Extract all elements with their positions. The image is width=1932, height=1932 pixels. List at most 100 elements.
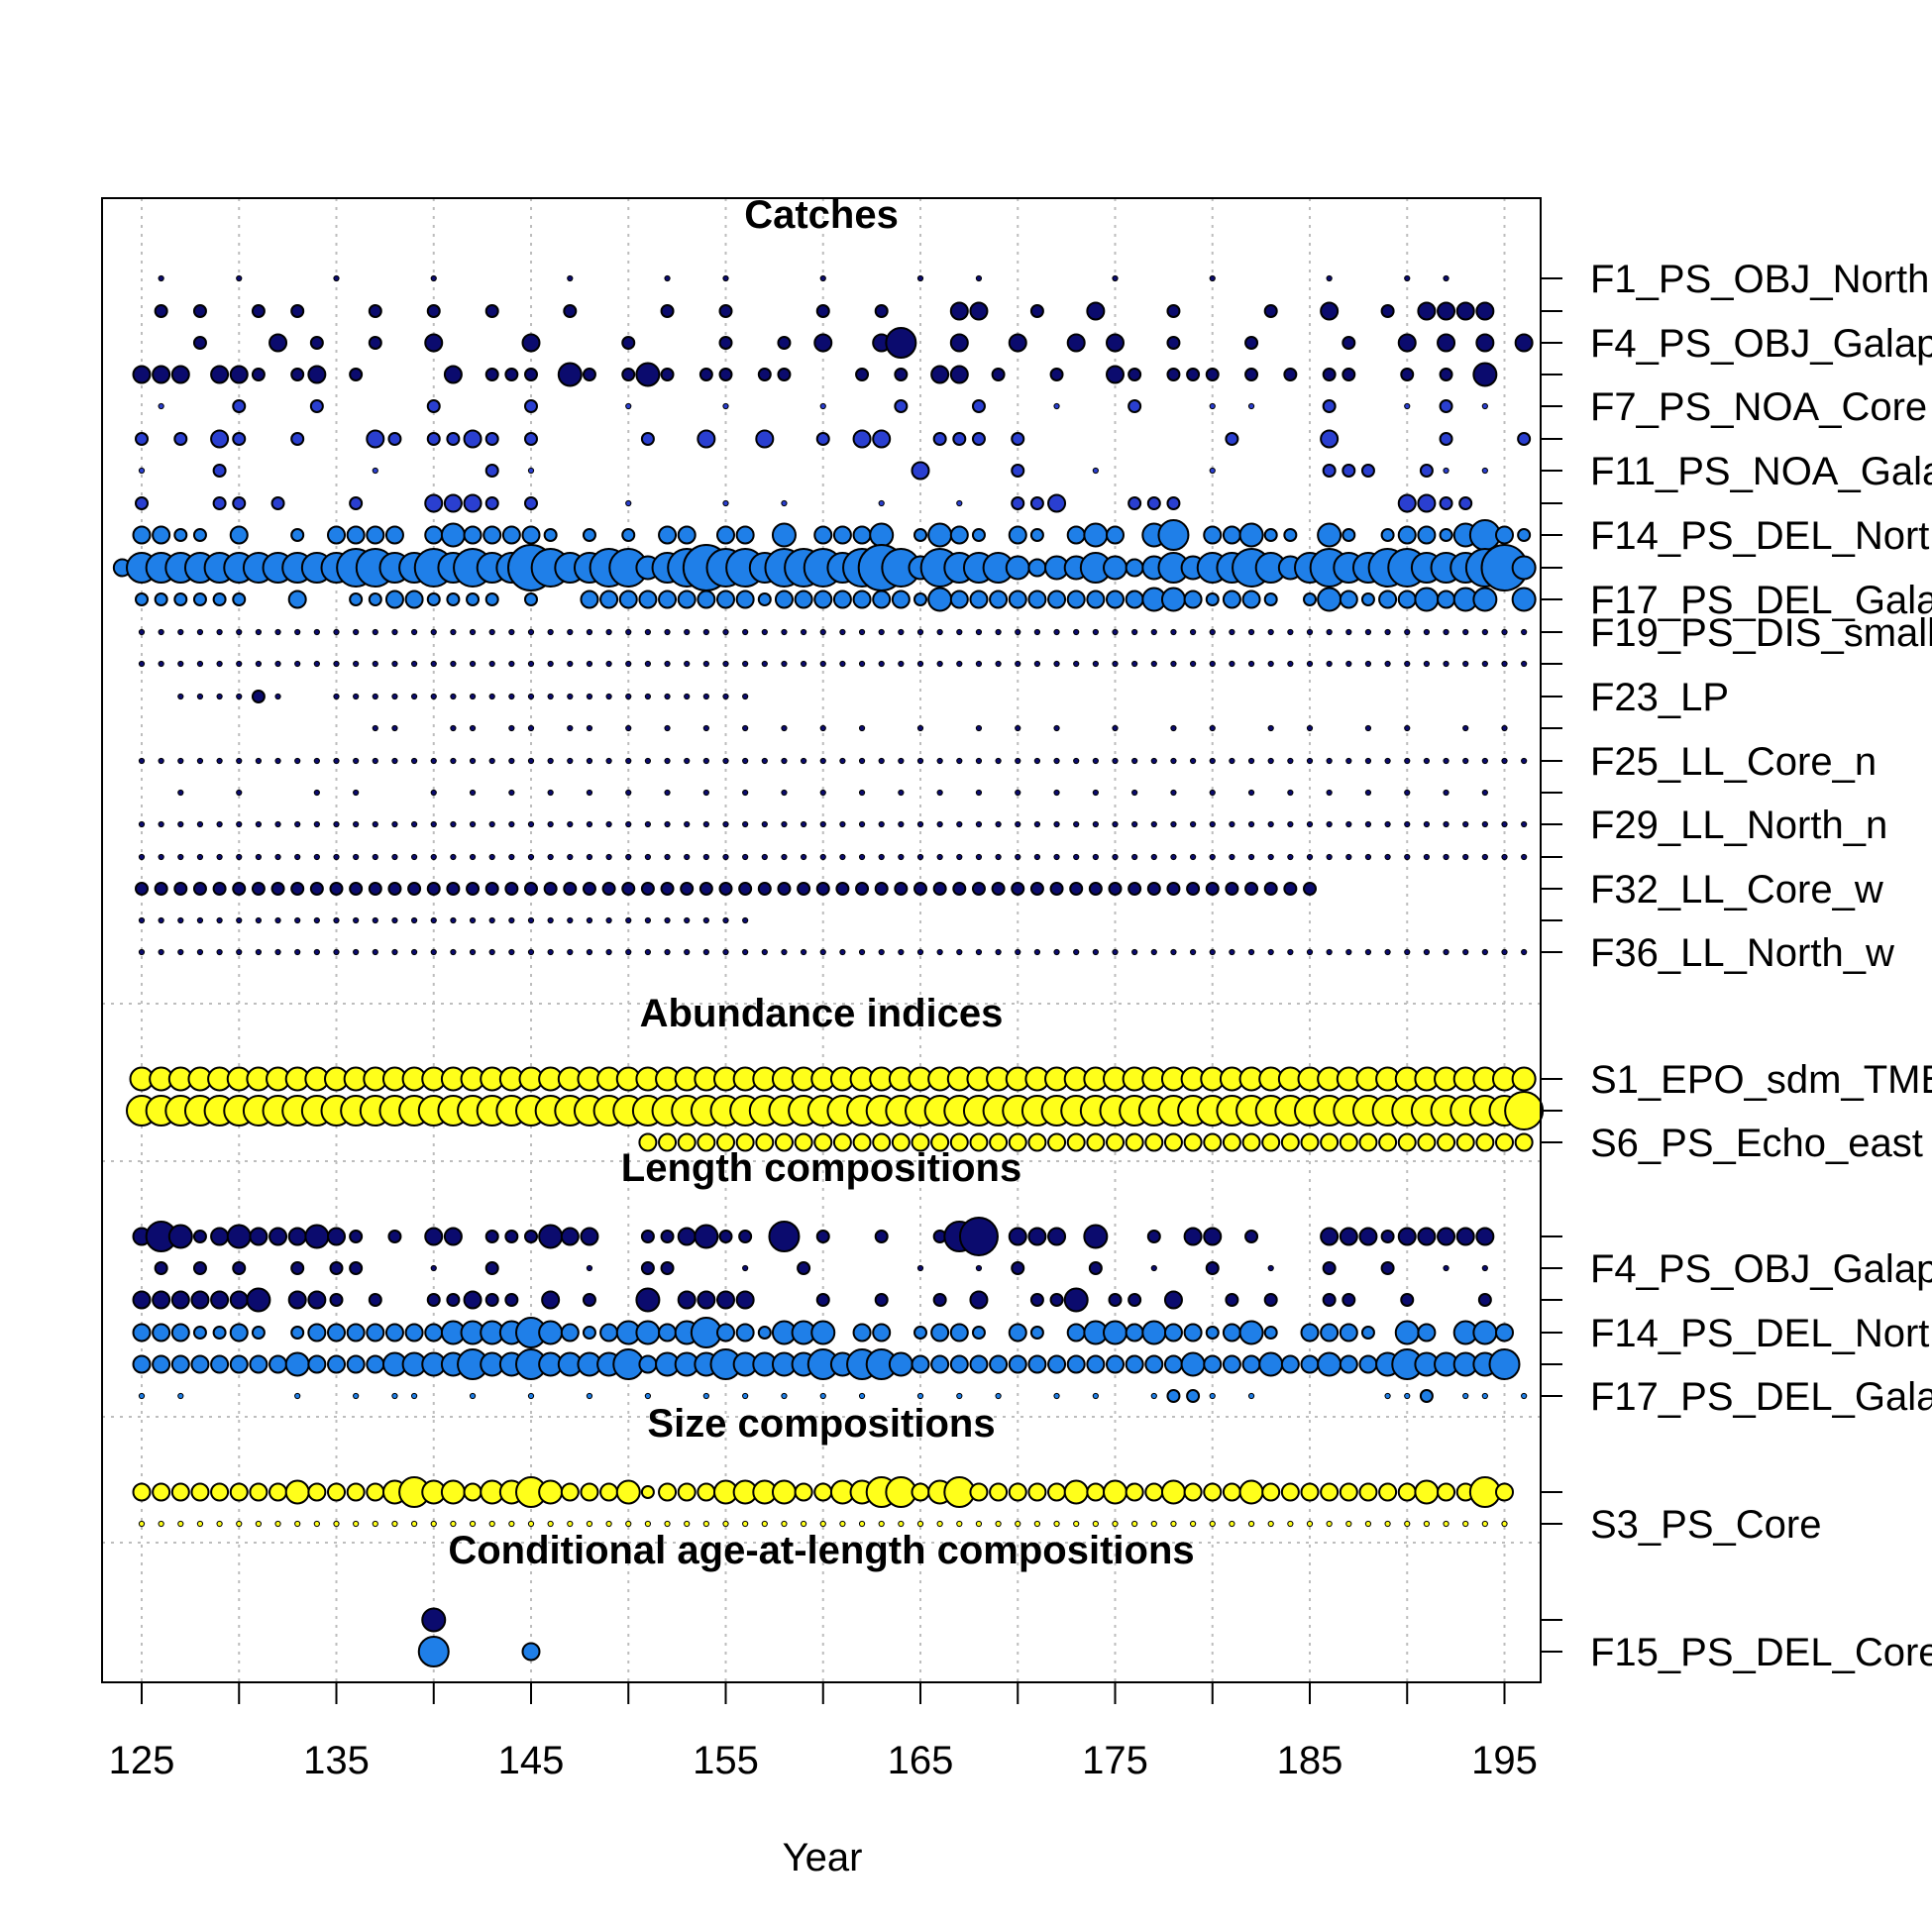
bubble-point xyxy=(956,1392,963,1400)
bubble-point xyxy=(212,1326,227,1340)
bubble-point xyxy=(1103,1320,1127,1345)
bubble-point xyxy=(1258,1351,1284,1377)
bubble-point xyxy=(547,853,554,861)
bubble-point xyxy=(605,1520,612,1528)
bubble-point xyxy=(932,882,947,896)
bubble-point xyxy=(1317,587,1342,612)
bubble-point xyxy=(761,948,768,956)
bubble-point xyxy=(192,1230,207,1243)
bubble-point xyxy=(819,1392,826,1400)
bubble-point xyxy=(411,1392,418,1400)
bubble-point xyxy=(640,882,655,896)
bubble-point xyxy=(484,304,499,318)
bubble-point xyxy=(891,590,911,609)
bubble-point xyxy=(1514,1132,1534,1152)
bubble-point xyxy=(1414,1479,1440,1505)
bubble-point xyxy=(580,590,599,609)
bubble-point xyxy=(527,693,535,700)
bubble-point xyxy=(508,820,515,828)
bubble-point xyxy=(949,301,969,321)
bubble-point xyxy=(1053,724,1060,732)
bubble-point xyxy=(192,592,207,606)
bubble-point xyxy=(1404,1392,1411,1400)
bubble-point xyxy=(1306,1520,1314,1528)
bubble-point xyxy=(216,820,223,828)
bubble-point xyxy=(874,882,889,896)
bubble-point xyxy=(212,464,227,478)
bubble-point xyxy=(287,1290,307,1310)
bubble-point xyxy=(1267,757,1274,765)
bubble-point xyxy=(527,820,535,828)
bubble-point xyxy=(640,1485,655,1499)
bubble-point xyxy=(586,660,593,668)
bubble-point xyxy=(192,336,207,350)
bubble-point xyxy=(353,628,360,636)
bubble-point xyxy=(1108,882,1123,896)
bubble-point xyxy=(644,757,652,765)
bubble-point xyxy=(1183,1132,1203,1152)
bubble-point xyxy=(913,1326,927,1340)
bubble-point xyxy=(177,948,184,956)
bubble-point xyxy=(1106,590,1125,609)
plot-frame xyxy=(101,197,1542,1683)
bubble-point xyxy=(1439,368,1453,381)
x-tick-label: 145 xyxy=(498,1739,565,1782)
bubble-point xyxy=(424,1323,444,1342)
bubble-point xyxy=(1053,789,1060,797)
bubble-point xyxy=(430,1264,437,1272)
row-label: F4_PS_OBJ_Galapagos xyxy=(1590,1247,1932,1291)
bubble-point xyxy=(874,304,889,318)
bubble-point xyxy=(1384,628,1391,636)
bubble-point xyxy=(677,590,697,609)
row-label: F29_LL_North_n xyxy=(1590,804,1887,847)
bubble-point xyxy=(226,1224,252,1249)
bubble-point xyxy=(1027,1132,1047,1152)
bubble-point xyxy=(927,522,953,548)
bubble-point xyxy=(815,304,830,318)
bubble-point xyxy=(483,525,502,545)
bubble-point xyxy=(463,1482,483,1502)
bubble-point xyxy=(815,882,830,896)
bubble-point xyxy=(1300,1482,1320,1502)
bubble-point xyxy=(1462,820,1469,828)
bubble-point xyxy=(1131,853,1138,861)
bubble-point xyxy=(1112,948,1119,956)
bubble-point xyxy=(586,789,593,797)
bubble-point xyxy=(173,882,188,896)
bubble-point xyxy=(1267,724,1274,732)
bubble-point xyxy=(349,496,364,510)
bubble-point xyxy=(949,1354,969,1374)
bubble-point xyxy=(625,402,632,410)
bubble-point xyxy=(450,724,457,732)
bubble-point xyxy=(236,789,243,797)
bubble-point xyxy=(450,1520,457,1528)
bubble-point xyxy=(936,1520,943,1528)
bubble-point xyxy=(1501,820,1508,828)
bubble-point xyxy=(1073,820,1080,828)
bubble-point xyxy=(353,1520,360,1528)
bubble-point xyxy=(949,590,969,609)
bubble-point xyxy=(635,1320,661,1345)
bubble-point xyxy=(1008,525,1027,545)
bubble-point xyxy=(1320,429,1340,449)
bubble-point xyxy=(1229,757,1235,765)
bubble-point xyxy=(735,525,755,545)
bubble-point xyxy=(1131,660,1138,668)
bubble-point xyxy=(697,590,716,609)
bubble-point xyxy=(1146,1230,1161,1243)
bubble-point xyxy=(781,757,788,765)
bubble-point xyxy=(801,660,807,668)
bubble-point xyxy=(755,429,775,449)
bubble-point xyxy=(1103,555,1127,581)
bubble-point xyxy=(466,882,481,896)
bubble-point xyxy=(290,1261,305,1275)
bubble-point xyxy=(1033,853,1041,861)
bubble-point xyxy=(1131,789,1138,797)
bubble-point xyxy=(1481,757,1488,765)
bubble-point xyxy=(742,789,749,797)
bubble-point xyxy=(443,365,463,384)
bubble-point xyxy=(1125,1132,1144,1152)
bubble-point xyxy=(274,1520,281,1528)
bubble-point xyxy=(353,693,360,700)
bubble-point xyxy=(878,820,885,828)
